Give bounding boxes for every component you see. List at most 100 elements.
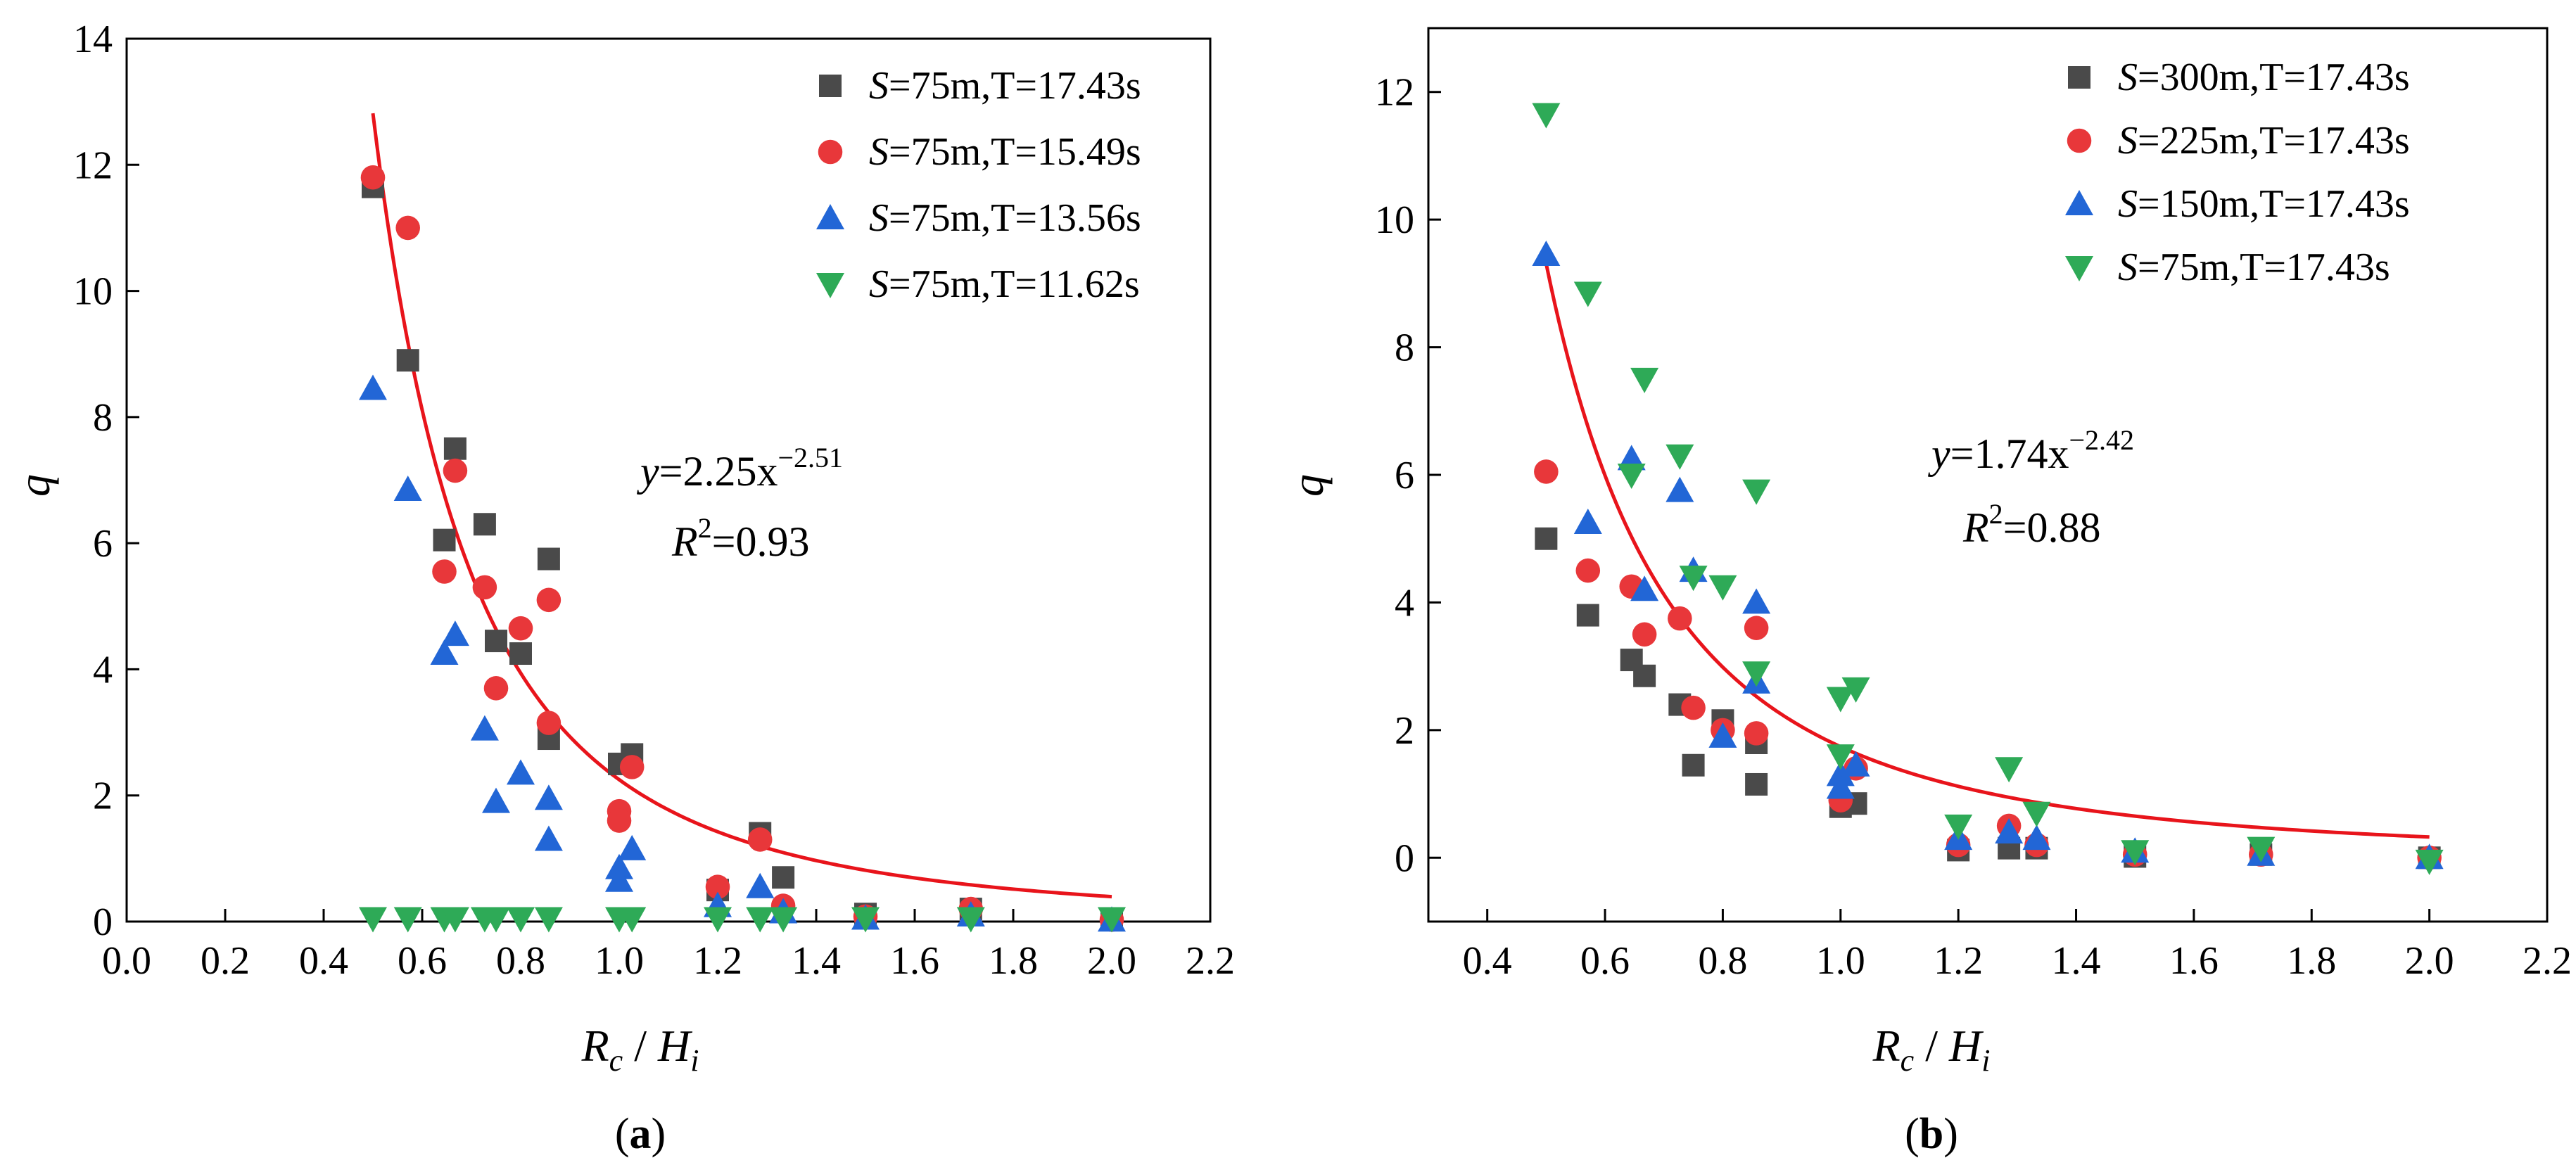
data-point-b-s4 — [1532, 103, 1561, 129]
y-tick-label-b: 12 — [1375, 71, 1414, 115]
x-tick-label-b: 0.8 — [1698, 939, 1747, 983]
y-axis-title-a: q — [9, 474, 59, 497]
x-tick-label-a: 0.6 — [398, 939, 447, 983]
data-point-b-s2 — [1632, 622, 1657, 647]
data-point-b-s2 — [1575, 558, 1601, 583]
data-point-b-s3 — [1573, 509, 1602, 535]
data-point-a-s1 — [537, 547, 560, 571]
y-tick-label-a: 10 — [73, 270, 113, 314]
x-tick-label-a: 0.8 — [496, 939, 545, 983]
data-point-b-s3 — [1708, 722, 1737, 748]
data-point-a-s2 — [360, 165, 386, 190]
legend-label-b-s4: S=75m,T=17.43s — [2118, 246, 2390, 289]
legend-marker-b-s2 — [2067, 128, 2092, 153]
legend-marker-a-s4 — [816, 273, 844, 298]
data-point-a-s4 — [956, 907, 985, 933]
data-point-b-s3 — [1826, 773, 1855, 799]
plot-frame-a — [125, 37, 1212, 923]
data-point-b-s4 — [1630, 367, 1659, 393]
r-squared-b: R2=0.88 — [1962, 498, 2101, 551]
data-point-a-s3 — [482, 787, 510, 813]
legend-marker-b-s1 — [2068, 66, 2090, 89]
power-fit-line-b — [1544, 263, 2430, 839]
data-point-a-s1 — [433, 528, 456, 552]
x-tick-label-b: 1.2 — [1934, 939, 1983, 983]
data-point-a-s2 — [619, 755, 645, 779]
data-point-a-s1 — [443, 437, 467, 460]
x-tick-label-b: 2.0 — [2405, 939, 2454, 983]
data-point-a-s2 — [536, 587, 561, 613]
y-tick-label-a: 8 — [93, 396, 113, 440]
x-axis-title-b: Rc / Hi — [1872, 1021, 1991, 1078]
x-tick-label-b: 1.6 — [2169, 939, 2219, 983]
data-point-a-s1 — [772, 866, 795, 889]
data-point-a-s1 — [473, 513, 496, 536]
legend-label-a-s4: S=75m,T=11.62s — [869, 262, 1140, 306]
data-point-b-s3 — [1630, 575, 1659, 601]
data-point-a-s2 — [483, 676, 509, 701]
legend-marker-a-s1 — [819, 75, 842, 97]
panel-label-a: (a) — [615, 1110, 666, 1158]
data-points-a — [359, 165, 1126, 933]
data-point-a-s2 — [536, 711, 561, 735]
axes-b: 0.4 0.6 0.8 1.0 1.2 1.4 1.6 1.8 2.0 2.2 0 2 4 6 8 10 12 — [1375, 27, 2572, 983]
x-tick-label-b: 2.2 — [2523, 939, 2572, 983]
legend-label-a-s2: S=75m,T=15.49s — [869, 130, 1141, 174]
data-point-b-s2 — [1534, 459, 1559, 484]
data-point-b-s4 — [1995, 757, 2024, 783]
data-point-b-s3 — [2022, 824, 2051, 851]
data-point-a-s4 — [440, 907, 469, 933]
data-point-b-s1 — [1682, 753, 1705, 777]
data-point-b-s3 — [1826, 760, 1855, 786]
fit-equation-b: y=1.74x−2.42 — [1927, 424, 2134, 477]
data-point-b-s4 — [1826, 687, 1855, 713]
r-squared-a: R2=0.93 — [671, 512, 810, 565]
legend-marker-b-s4 — [2065, 256, 2093, 281]
x-tick-label-b: 0.6 — [1580, 939, 1630, 983]
fit-curve-b — [1544, 263, 2430, 839]
legend-label-a-s3: S=75m,T=13.56s — [869, 196, 1141, 240]
x-tick-label-a: 0.2 — [201, 939, 250, 983]
y-tick-label-b: 8 — [1395, 326, 1414, 370]
y-tick-label-b: 6 — [1395, 454, 1414, 497]
y-tick-label-a: 2 — [93, 775, 113, 818]
data-point-a-s2 — [508, 616, 533, 641]
legend-marker-b-s3 — [2065, 190, 2093, 215]
legend-marker-a-s2 — [818, 139, 843, 165]
fit-equation-a: y=2.25x−2.51 — [636, 442, 843, 495]
x-tick-label-a: 2.2 — [1186, 939, 1235, 983]
data-point-b-s1 — [1535, 527, 1558, 550]
data-point-b-s2 — [1744, 721, 1769, 746]
y-tick-label-a: 14 — [73, 18, 113, 61]
data-point-a-s3 — [440, 620, 469, 646]
data-point-b-s4 — [1679, 566, 1708, 592]
axes-a: 0.0 0.2 0.4 0.6 0.8 1.0 1.2 1.4 1.6 1.8 2.0 2.2 0 2 4 6… — [73, 18, 1235, 983]
data-point-a-s2 — [443, 458, 468, 483]
x-tick-label-b: 0.4 — [1463, 939, 1512, 983]
data-point-b-s4 — [1665, 444, 1694, 470]
y-tick-label-a: 0 — [93, 900, 113, 944]
data-point-a-s4 — [851, 907, 880, 933]
data-point-a-s4 — [534, 907, 563, 933]
data-point-b-s4 — [2415, 849, 2444, 875]
data-points-b — [1532, 103, 2444, 875]
x-tick-label-a: 0.0 — [102, 939, 151, 983]
y-tick-label-b: 4 — [1395, 581, 1414, 625]
data-point-b-s3 — [1742, 588, 1771, 614]
data-point-b-s1 — [1633, 664, 1656, 687]
data-point-a-s3 — [534, 784, 563, 810]
data-point-a-s3 — [359, 374, 387, 400]
y-tick-label-a: 4 — [93, 648, 113, 692]
data-point-a-s3 — [534, 825, 563, 851]
data-point-b-s1 — [1745, 772, 1768, 796]
data-point-a-s3 — [430, 639, 459, 665]
data-point-a-s4 — [618, 907, 647, 933]
panel-label-b: (b) — [1905, 1110, 1958, 1158]
data-point-b-s2 — [1744, 616, 1769, 640]
data-point-a-s3 — [746, 872, 775, 898]
legend-label-b-s1: S=300m,T=17.43s — [2118, 56, 2410, 99]
data-point-b-s4 — [2247, 836, 2276, 862]
y-tick-label-b: 0 — [1395, 836, 1414, 880]
x-tick-label-a: 0.4 — [299, 939, 348, 983]
data-point-b-s4 — [1944, 814, 1973, 840]
